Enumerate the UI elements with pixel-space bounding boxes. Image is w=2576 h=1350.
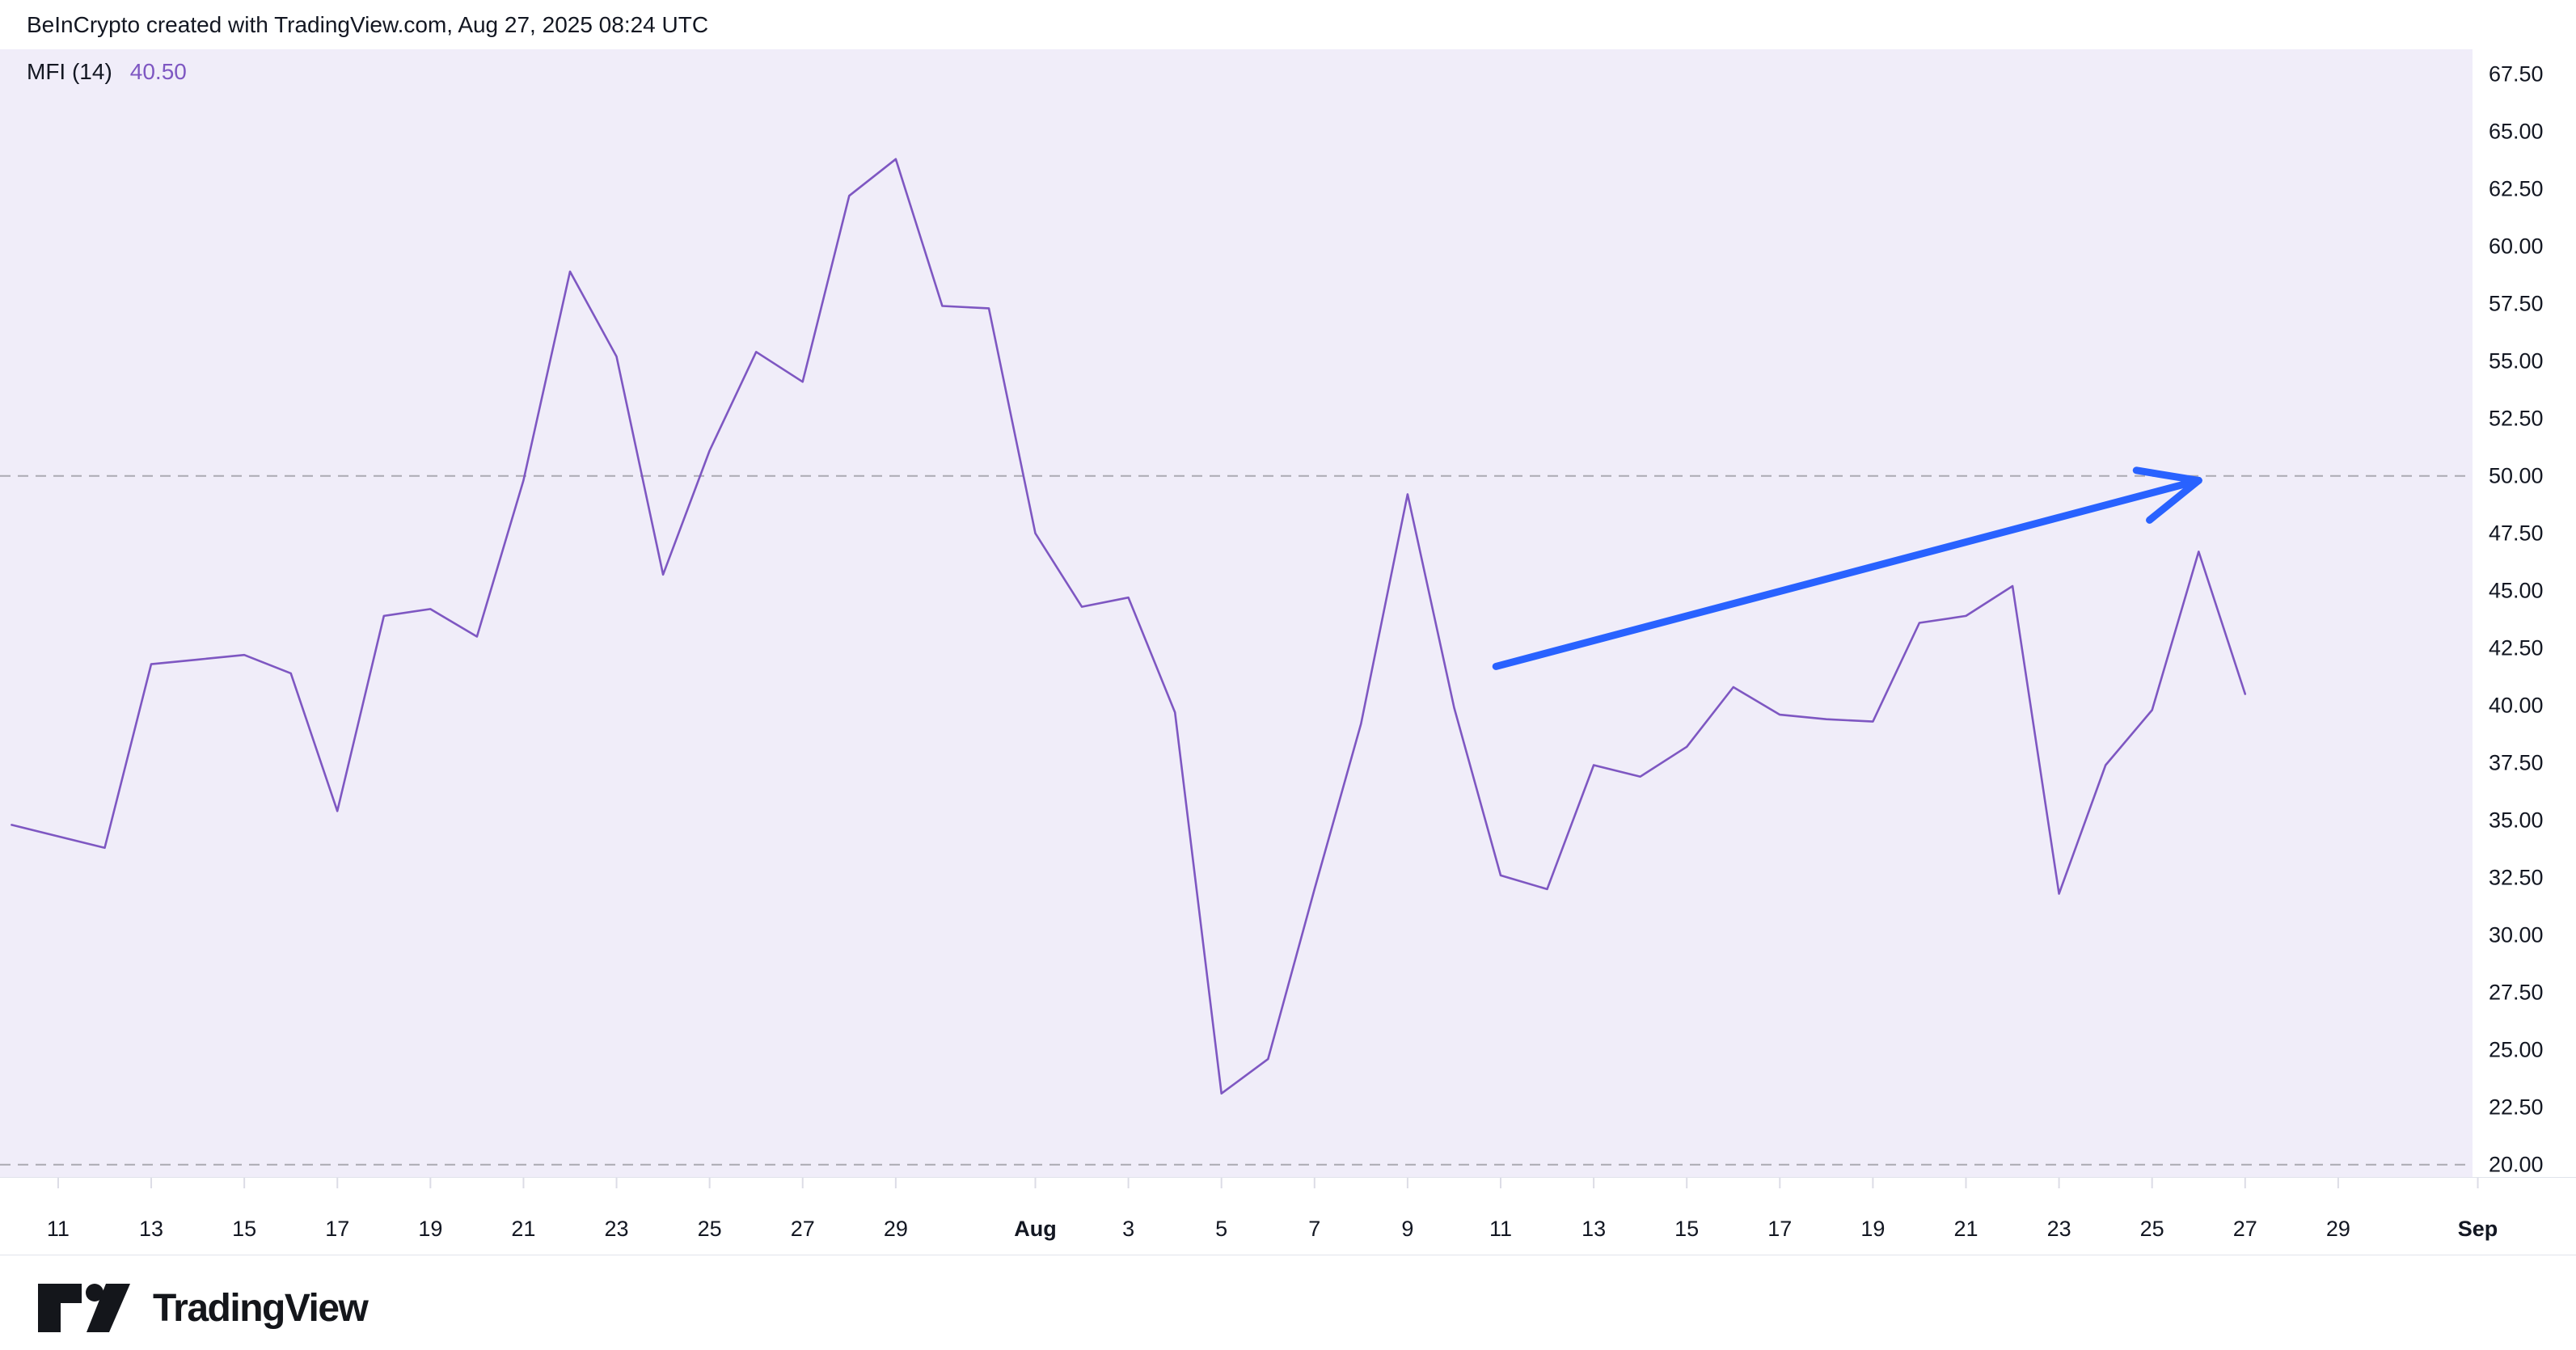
indicator-name: MFI (14) xyxy=(27,59,112,84)
mfi-series-line[interactable] xyxy=(11,158,2247,1095)
tradingview-logo-text: TradingView xyxy=(153,1286,369,1330)
tradingview-logo-icon xyxy=(38,1284,130,1332)
indicator-value: 40.50 xyxy=(129,59,187,84)
indicator-legend[interactable]: MFI (14) 40.50 xyxy=(27,59,187,85)
time-axis-top-border xyxy=(0,1177,2576,1178)
plot-background xyxy=(0,49,2473,1177)
trend-arrow-head xyxy=(2146,476,2202,524)
attribution-text: BeInCrypto created with TradingView.com,… xyxy=(27,11,709,37)
trend-arrow-shaft[interactable] xyxy=(1492,476,2202,670)
tradingview-logo[interactable]: TradingView xyxy=(36,1282,369,1334)
trend-arrow-head xyxy=(2132,466,2202,484)
